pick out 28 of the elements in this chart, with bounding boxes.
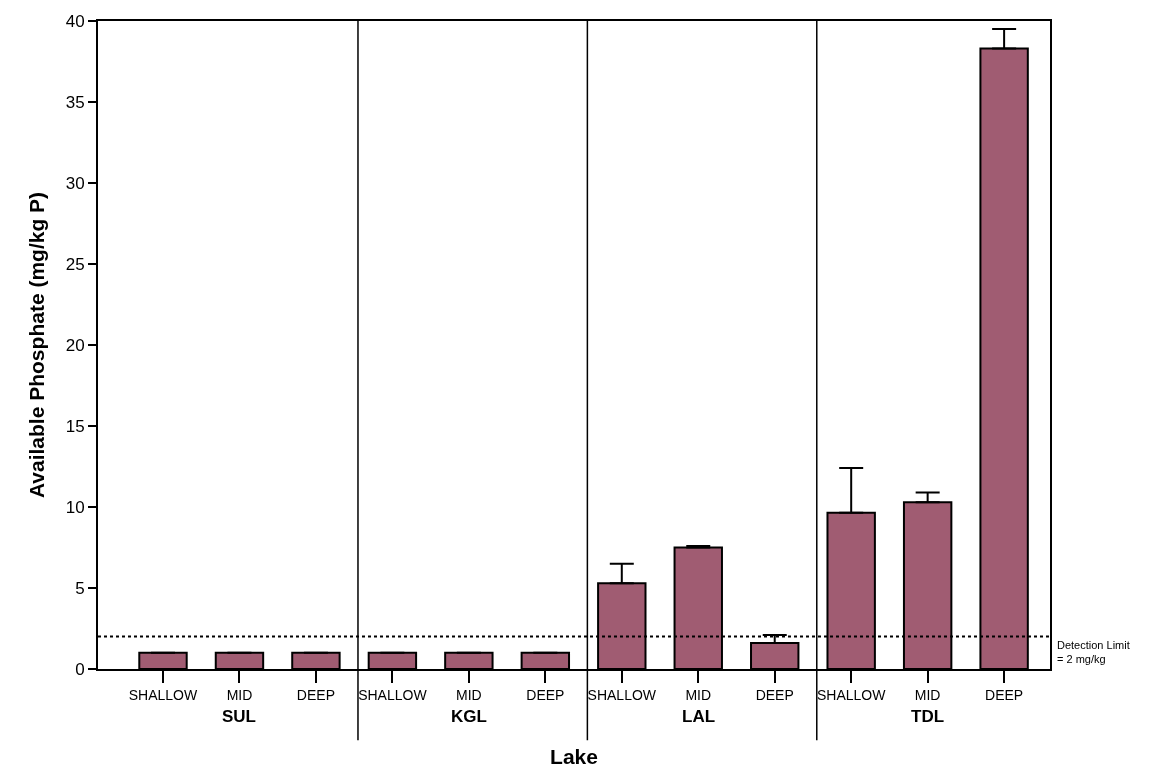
x-tick-label: DEEP (985, 686, 1024, 703)
y-tick-label: 0 (75, 659, 85, 679)
text: SUL (222, 707, 256, 726)
y-tick-label: 5 (75, 578, 85, 598)
x-axis-title: Lake (550, 745, 598, 769)
y-tick-label: 25 (65, 254, 85, 274)
x-tick-label: SHALLOW (358, 686, 428, 703)
x-tick-label: MID (226, 686, 253, 703)
y-tick-label: 15 (65, 416, 85, 436)
text: KGL (451, 707, 487, 726)
x-tick-label: SHALLOW (128, 686, 199, 703)
x-tick-label: DEEP (526, 686, 565, 703)
y-tick-label: 30 (65, 173, 85, 193)
x-tick-label: SHALLOW (587, 686, 657, 703)
ref-line-label: Detection Limit = 2 mg/kg (1057, 639, 1130, 666)
y-tick-label: 20 (65, 335, 85, 355)
x-tick-label: MID (685, 686, 712, 703)
x-tick-label: MID (456, 686, 482, 703)
text: TDL (911, 707, 945, 726)
text: LAL (682, 707, 716, 726)
x-tick-label: DEEP (755, 686, 794, 703)
x-tick-label: SHALLOW (816, 686, 887, 703)
y-tick-label: 10 (65, 497, 85, 517)
x-tick-label: MID (914, 686, 941, 703)
y-tick-label: 40 (65, 11, 85, 31)
y-axis-title: Available Phosphate (mg/kg P) (25, 191, 49, 499)
x-tick-label: DEEP (296, 686, 335, 703)
y-tick-label: 35 (65, 92, 85, 112)
